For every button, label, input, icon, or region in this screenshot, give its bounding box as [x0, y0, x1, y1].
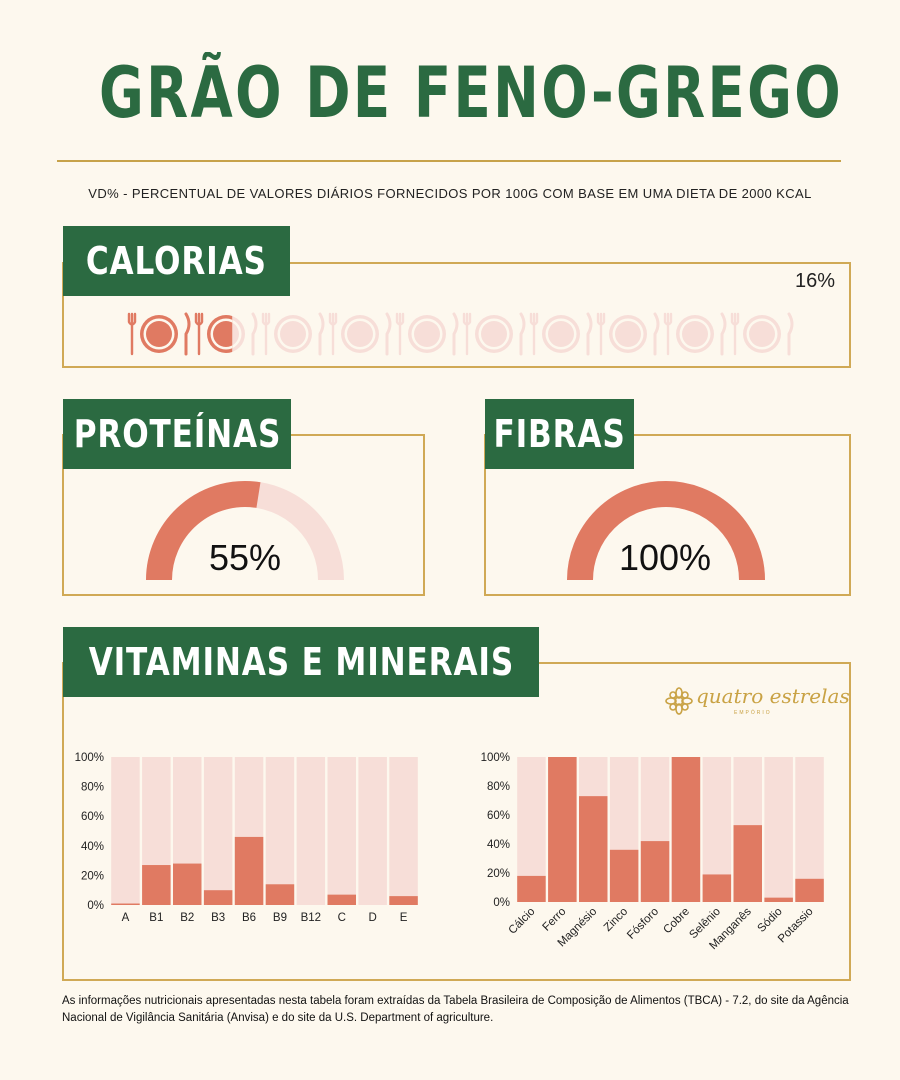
bar-background	[764, 757, 793, 902]
fibras-value: 100%	[618, 537, 712, 578]
brand-logo: quatro estrelas EMPÓRIO	[660, 682, 850, 722]
plate-icon	[462, 312, 526, 356]
bar-background	[358, 757, 387, 905]
calorias-panel	[62, 262, 851, 368]
plate-icon	[730, 312, 794, 356]
bar-background	[327, 757, 356, 905]
x-tick-label: E	[400, 912, 408, 924]
bar	[764, 897, 793, 902]
bar-background	[203, 757, 233, 905]
source-footnote: As informações nutricionais apresentadas…	[62, 995, 849, 1024]
proteinas-heading: PROTEÍNAS	[73, 412, 281, 456]
y-tick-label: 60%	[81, 811, 104, 823]
bar	[517, 875, 546, 902]
bar	[733, 825, 762, 902]
y-tick-label: 40%	[487, 839, 510, 851]
bar-background	[389, 757, 418, 905]
x-tick-label: C	[338, 912, 346, 924]
title-divider	[57, 160, 841, 162]
y-tick-label: 20%	[487, 868, 510, 880]
x-tick-label: Zinco	[602, 906, 630, 934]
page-title: GRÃO DE FENO-GREGO	[99, 52, 844, 134]
y-tick-label: 80%	[487, 781, 510, 793]
x-tick-label: D	[368, 912, 376, 924]
plate-icon	[194, 312, 233, 356]
plate-icon	[395, 312, 459, 356]
bar	[548, 757, 577, 902]
x-tick-label: B6	[242, 912, 256, 924]
fibras-gauge	[567, 481, 765, 581]
bar	[142, 865, 171, 905]
x-tick-label: Fósforo	[625, 906, 661, 942]
calorias-icon-row	[127, 312, 794, 356]
x-tick-label: Ferro	[541, 906, 569, 934]
bar	[203, 890, 233, 905]
y-tick-label: 80%	[81, 782, 104, 794]
plate-icon	[127, 312, 191, 356]
bar	[389, 896, 418, 905]
proteinas-value: 55%	[208, 537, 282, 578]
x-tick-label: B12	[301, 912, 321, 924]
proteinas-gauge	[146, 481, 344, 581]
plate-icon	[663, 312, 727, 356]
bar	[234, 836, 264, 905]
bar	[609, 849, 639, 902]
bar-background	[296, 757, 326, 905]
proteinas-banner: PROTEÍNAS	[63, 399, 291, 469]
vitaminas-banner: VITAMINAS E MINERAIS	[63, 627, 539, 697]
logo-subtext: EMPÓRIO	[734, 710, 772, 716]
fibras-gauge-fill	[567, 481, 765, 581]
bar	[327, 894, 356, 905]
y-tick-label: 0%	[493, 897, 510, 909]
vitaminas-heading: VITAMINAS E MINERAIS	[88, 640, 514, 684]
x-tick-label: A	[122, 912, 130, 924]
bar	[702, 874, 732, 902]
bar	[579, 796, 608, 902]
plate-icon	[261, 312, 325, 356]
calorias-banner: CALORIAS	[63, 226, 290, 296]
bar	[795, 878, 824, 902]
calorias-value: 16%	[795, 270, 836, 292]
logo-text: quatro estrelas	[696, 684, 850, 708]
bar-background	[111, 757, 140, 905]
calorias-heading: CALORIAS	[86, 239, 267, 283]
bar	[111, 903, 140, 905]
y-tick-label: 0%	[87, 900, 104, 912]
vitaminas-chart: 0% 20% 40% 60% 80% 100% A B1 B2 B3 B6 B9 B12 C D E	[75, 752, 418, 924]
x-tick-label: B3	[211, 912, 225, 924]
y-tick-label: 40%	[81, 841, 104, 853]
fibras-banner: FIBRAS	[485, 399, 634, 469]
x-tick-label: B9	[273, 912, 287, 924]
plate-icon	[529, 312, 593, 356]
y-tick-label: 60%	[487, 810, 510, 822]
ornament-flower-icon	[665, 687, 693, 715]
y-tick-label: 100%	[481, 752, 510, 764]
x-tick-label: B2	[180, 912, 194, 924]
x-tick-label: Sódio	[755, 906, 784, 935]
plate-icon	[328, 312, 392, 356]
fibras-panel	[484, 434, 851, 596]
bar	[265, 884, 295, 905]
x-tick-label: B1	[149, 912, 163, 924]
plate-icon	[596, 312, 660, 356]
y-tick-label: 100%	[75, 752, 104, 764]
y-tick-label: 20%	[81, 870, 104, 882]
bar-background	[265, 757, 295, 905]
proteinas-gauge-fill	[146, 481, 261, 581]
bar	[173, 863, 202, 905]
bar	[671, 757, 701, 902]
x-tick-label: Cálcio	[506, 906, 537, 937]
fibras-heading: FIBRAS	[493, 412, 626, 456]
page-subtitle: VD% - PERCENTUAL DE VALORES DIÁRIOS FORN…	[88, 186, 812, 201]
bar-background	[795, 757, 824, 902]
bar	[640, 841, 670, 902]
